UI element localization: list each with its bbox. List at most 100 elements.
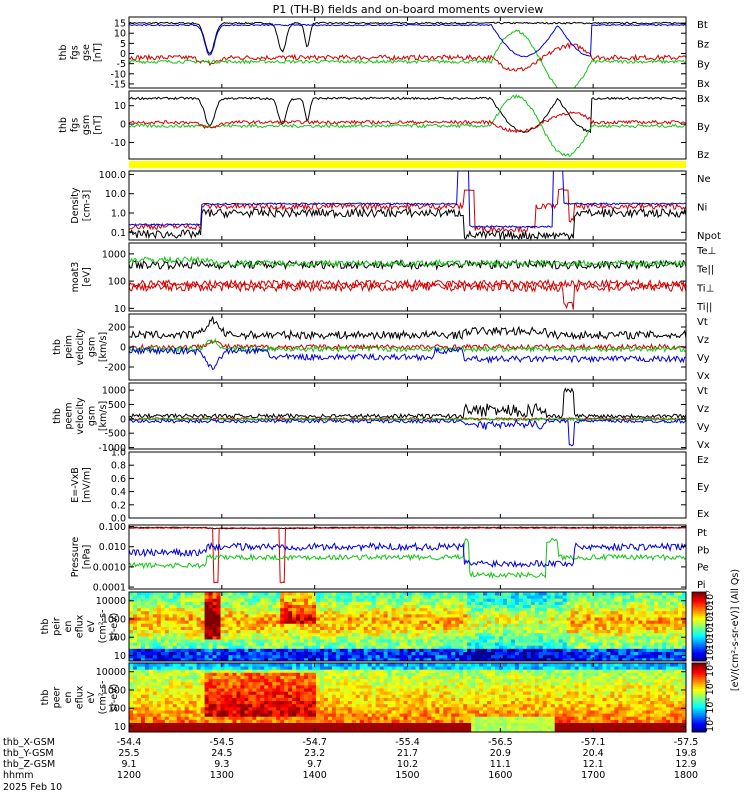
spectrogram-cell bbox=[140, 703, 146, 708]
spectrogram-cell bbox=[642, 639, 647, 643]
spectrogram-cell bbox=[136, 607, 142, 612]
spectrogram-cell bbox=[487, 626, 492, 631]
spectrogram-cell bbox=[224, 620, 229, 624]
spectrogram-cell bbox=[160, 639, 166, 643]
spectrogram-cell bbox=[172, 688, 178, 692]
spectrogram-cell bbox=[331, 675, 337, 680]
spectrogram-cell bbox=[491, 639, 496, 643]
spectrogram-cell bbox=[630, 645, 635, 649]
spectrogram-cell bbox=[172, 672, 178, 676]
spectrogram-cell bbox=[371, 719, 377, 723]
spectrogram-cell bbox=[180, 728, 186, 733]
spectrogram-cell bbox=[232, 722, 237, 727]
spectrogram-cell bbox=[331, 694, 337, 698]
spectrogram-cell bbox=[323, 684, 329, 689]
spectrogram-cell bbox=[132, 601, 138, 605]
spectrogram-cell bbox=[455, 601, 460, 605]
spectrogram-cell bbox=[319, 635, 325, 640]
spectrogram-cell bbox=[327, 626, 333, 631]
spectrogram-cell bbox=[367, 632, 373, 637]
spectrogram-cell bbox=[538, 613, 544, 618]
spectrogram-cell bbox=[674, 642, 679, 646]
spectrogram-cell bbox=[176, 672, 182, 676]
spectrogram-cell bbox=[212, 632, 217, 637]
spectrogram-cell bbox=[156, 728, 162, 733]
spectrogram-cell bbox=[546, 601, 552, 605]
spectrogram-cell bbox=[272, 722, 277, 727]
spectrogram-cell bbox=[212, 700, 217, 705]
spectrogram-cell bbox=[164, 669, 170, 673]
spectrogram-cell bbox=[312, 629, 317, 634]
spectrogram-cell bbox=[391, 598, 396, 602]
spectrogram-cell bbox=[188, 604, 194, 609]
spectrogram-cell bbox=[288, 672, 293, 676]
spectrogram-cell bbox=[208, 725, 213, 730]
spectrogram-cell bbox=[415, 617, 420, 621]
spectrogram-cell bbox=[192, 629, 198, 634]
spectrogram-cell bbox=[419, 651, 424, 656]
spectrogram-cell bbox=[355, 713, 361, 717]
spectrogram-cell bbox=[638, 648, 643, 652]
spectrogram-cell bbox=[156, 663, 162, 667]
spectrogram-cell bbox=[256, 722, 261, 727]
spectrogram-cell bbox=[268, 666, 273, 670]
spectrogram-cell bbox=[323, 639, 329, 643]
spectrogram-cell bbox=[176, 645, 182, 649]
spectrogram-cell bbox=[590, 629, 595, 634]
spectrogram-cell bbox=[252, 657, 257, 662]
spectrogram-cell bbox=[164, 722, 170, 727]
spectrogram-cell bbox=[248, 648, 253, 652]
colorbar-segment bbox=[692, 635, 706, 638]
spectrogram-cell bbox=[288, 610, 293, 615]
spectrogram-cell bbox=[204, 716, 209, 720]
spectrogram-cell bbox=[184, 620, 190, 624]
spectrogram-cell bbox=[284, 710, 289, 714]
spectrogram-cell bbox=[566, 654, 572, 659]
spectrogram-cell bbox=[304, 639, 309, 643]
spectrogram-cell bbox=[678, 607, 683, 612]
spectrogram-cell bbox=[419, 657, 424, 662]
spectrogram-cell bbox=[129, 716, 134, 720]
spectrogram-cell bbox=[506, 657, 512, 662]
spectrogram-cell bbox=[156, 626, 162, 631]
spectrogram-cell bbox=[196, 648, 202, 652]
spectrogram-cell bbox=[132, 669, 138, 673]
spectrogram-cell bbox=[534, 626, 540, 631]
spectrogram-cell bbox=[590, 648, 595, 652]
spectrogram-cell bbox=[375, 626, 381, 631]
spectrogram-cell bbox=[132, 607, 138, 612]
spectrogram-cell bbox=[280, 626, 285, 631]
spectrogram-cell bbox=[319, 632, 325, 637]
spectrogram-cell bbox=[586, 623, 591, 627]
spectrogram-cell bbox=[415, 595, 420, 599]
spectrogram-cell bbox=[268, 613, 273, 618]
spectrogram-cell bbox=[487, 632, 492, 637]
spectrogram-cell bbox=[379, 620, 385, 624]
spectrogram-cell bbox=[495, 629, 500, 634]
spectrogram-cell bbox=[327, 688, 333, 692]
spectrogram-cell bbox=[272, 710, 277, 714]
spectrogram-cell bbox=[268, 684, 273, 689]
spectrogram-cell bbox=[678, 651, 683, 656]
spectrogram-cell bbox=[371, 678, 377, 683]
spectrogram-cell bbox=[331, 725, 337, 730]
spectrogram-cell bbox=[347, 635, 353, 640]
spectrogram-cell bbox=[395, 706, 400, 711]
spectrogram-cell bbox=[228, 728, 233, 733]
spectrogram-cell bbox=[522, 613, 528, 618]
spectrogram-cell bbox=[196, 613, 202, 618]
spectrogram-cell bbox=[339, 645, 345, 649]
spectrogram-cell bbox=[315, 598, 321, 602]
spectrogram-cell bbox=[606, 613, 611, 618]
spectrogram-cell bbox=[224, 728, 229, 733]
spectrogram-cell bbox=[140, 629, 146, 634]
spectrogram-cell bbox=[534, 639, 540, 643]
spectrogram-cell bbox=[522, 617, 528, 621]
spectrogram-cell bbox=[212, 648, 217, 652]
spectrogram-cell bbox=[339, 691, 345, 695]
series-line-Pb bbox=[128, 527, 687, 584]
spectrogram-cell bbox=[284, 642, 289, 646]
spectrogram-cell bbox=[546, 635, 552, 640]
spectrogram-cell bbox=[129, 725, 134, 730]
spectrogram-cell bbox=[224, 672, 229, 676]
